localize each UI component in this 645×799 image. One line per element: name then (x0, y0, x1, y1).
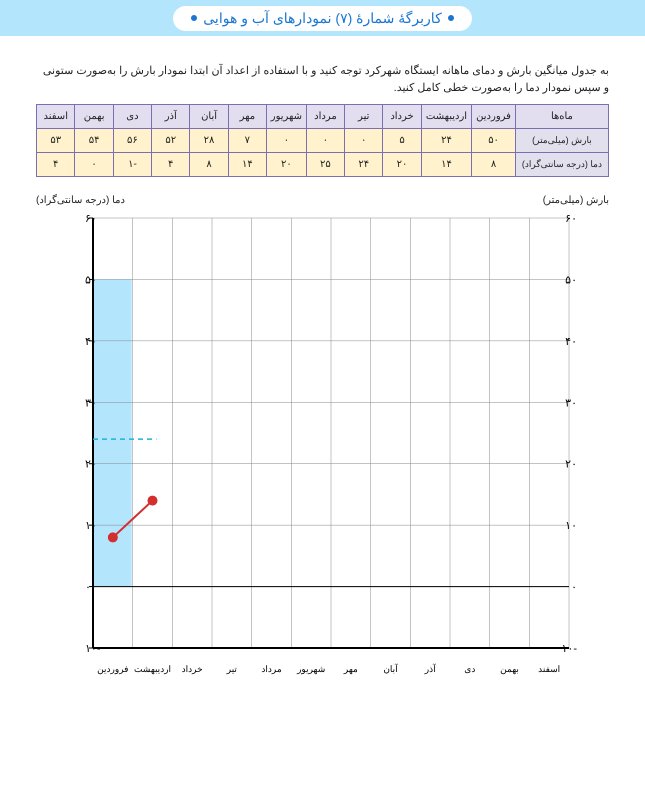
row-label-temp: دما (درجه سانتی‌گراد) (515, 153, 608, 177)
month-cell: مرداد (306, 105, 344, 129)
ytick-left: ۲۰ (85, 459, 97, 471)
rain-cell: ۰ (306, 129, 344, 153)
chart-svg: ۶۰ ۶۰ ۵۰ ۵۰ ۴۰ ۴۰ ۳۰ ۳۰ ۲۰ ۲۰ ۱۰ ۱۰ ۰ ۰ -۱۰ -۱۰ فروردین ا… (49, 208, 609, 708)
xtick-label: تیر (226, 664, 238, 675)
month-cell: بهمن (75, 105, 113, 129)
ytick-left: ۰ (85, 582, 91, 594)
rain-cell: ۲۸ (190, 129, 228, 153)
month-cell: آبان (190, 105, 228, 129)
xtick-label: آذر (424, 663, 436, 675)
chart-axis-titles: بارش (میلی‌متر) دما (درجه سانتی‌گراد) (36, 195, 609, 206)
table-row-temp: دما (درجه سانتی‌گراد) ۸ ۱۴ ۲۰ ۲۴ ۲۵ ۲۰ ۱… (37, 153, 609, 177)
xtick-label: آبان (383, 663, 398, 674)
ytick-right: ۵۰ (565, 274, 577, 286)
month-cell: اردیبهشت (421, 105, 472, 129)
month-cell: شهریور (267, 105, 307, 129)
ytick-right: ۰ (571, 582, 577, 594)
header-band: کاربرگهٔ شمارهٔ (۷) نمودارهای آب و هوایی (0, 0, 645, 36)
chart: ۶۰ ۶۰ ۵۰ ۵۰ ۴۰ ۴۰ ۳۰ ۳۰ ۲۰ ۲۰ ۱۰ ۱۰ ۰ ۰ -۱۰ -۱۰ فروردین ا… (36, 208, 609, 713)
header-pill: کاربرگهٔ شمارهٔ (۷) نمودارهای آب و هوایی (173, 6, 472, 31)
ytick-left: ۵۰ (85, 274, 97, 286)
ytick-left: ۳۰ (85, 397, 97, 409)
xtick-label: مهر (343, 664, 358, 675)
data-table: ماه‌ها فروردین اردیبهشت خرداد تیر مرداد … (36, 104, 609, 177)
temp-cell: ۰ (75, 153, 113, 177)
rain-cell: ۵۳ (37, 129, 75, 153)
temp-cell: ۴ (152, 153, 190, 177)
xtick-label: اردیبهشت (134, 664, 171, 675)
rain-cell: ۰ (267, 129, 307, 153)
xtick-label: فروردین (97, 664, 128, 675)
temp-cell: ۸ (190, 153, 228, 177)
table-row-rain: بارش (میلی‌متر) ۵۰ ۲۴ ۵ ۰ ۰ ۰ ۷ ۲۸ ۵۲ ۵۶… (37, 129, 609, 153)
xtick-label: شهریور (296, 664, 325, 675)
table-row-months: ماه‌ها فروردین اردیبهشت خرداد تیر مرداد … (37, 105, 609, 129)
rain-cell: ۰ (345, 129, 383, 153)
temp-cell: ۱۴ (228, 153, 266, 177)
month-cell: تیر (345, 105, 383, 129)
instructions-line2: و سپس نمودار دما را به‌صورت خطی کامل کنی… (36, 81, 609, 94)
month-cell: آذر (152, 105, 190, 129)
ytick-right: ۱۰ (565, 520, 577, 532)
ytick-right: ۲۰ (565, 459, 577, 471)
month-cell: مهر (228, 105, 266, 129)
xtick-label: خرداد (182, 664, 203, 675)
month-cell: خرداد (383, 105, 421, 129)
ytick-right: -۱۰ (562, 643, 578, 655)
left-axis-title: دما (درجه سانتی‌گراد) (36, 195, 125, 206)
temp-cell: ۲۴ (345, 153, 383, 177)
xtick-label: بهمن (500, 664, 519, 675)
ytick-right: ۴۰ (565, 336, 577, 348)
temp-point (108, 532, 118, 542)
rain-cell: ۵ (383, 129, 421, 153)
page-title: کاربرگهٔ شمارهٔ (۷) نمودارهای آب و هوایی (203, 10, 442, 27)
ytick-left: ۶۰ (85, 213, 97, 225)
xtick-label: اسفند (538, 664, 560, 674)
temp-cell: ۱۴ (421, 153, 472, 177)
right-axis-title: بارش (میلی‌متر) (543, 195, 609, 206)
temp-point (148, 496, 158, 506)
instructions-line1: به جدول میانگین بارش و دمای ماهانه ایستگ… (36, 64, 609, 77)
temp-cell: ۲۰ (267, 153, 307, 177)
month-cell: دی (113, 105, 151, 129)
rain-cell: ۷ (228, 129, 266, 153)
rain-cell: ۵۲ (152, 129, 190, 153)
row-label-months: ماه‌ها (515, 105, 608, 129)
rain-cell: ۵۴ (75, 129, 113, 153)
rain-cell: ۲۴ (421, 129, 472, 153)
month-cell: فروردین (472, 105, 516, 129)
header-dot-left (448, 15, 454, 21)
header-dot-right (191, 15, 197, 21)
ytick-left: -۱۰ (85, 643, 101, 655)
temp-cell: -۱ (113, 153, 151, 177)
xtick-label: دی (464, 664, 475, 674)
rain-cell: ۵۶ (113, 129, 151, 153)
temp-cell: ۲۰ (383, 153, 421, 177)
ytick-right: ۳۰ (565, 397, 577, 409)
month-cell: اسفند (37, 105, 75, 129)
ytick-left: ۱۰ (85, 520, 97, 532)
rain-cell: ۵۰ (472, 129, 516, 153)
ytick-right: ۶۰ (565, 213, 577, 225)
instructions: به جدول میانگین بارش و دمای ماهانه ایستگ… (36, 64, 609, 94)
row-label-rain: بارش (میلی‌متر) (515, 129, 608, 153)
xtick-label: مرداد (261, 664, 281, 675)
temp-cell: ۸ (472, 153, 516, 177)
temp-cell: ۲۵ (306, 153, 344, 177)
ytick-left: ۴۰ (85, 336, 97, 348)
temp-cell: ۴ (37, 153, 75, 177)
